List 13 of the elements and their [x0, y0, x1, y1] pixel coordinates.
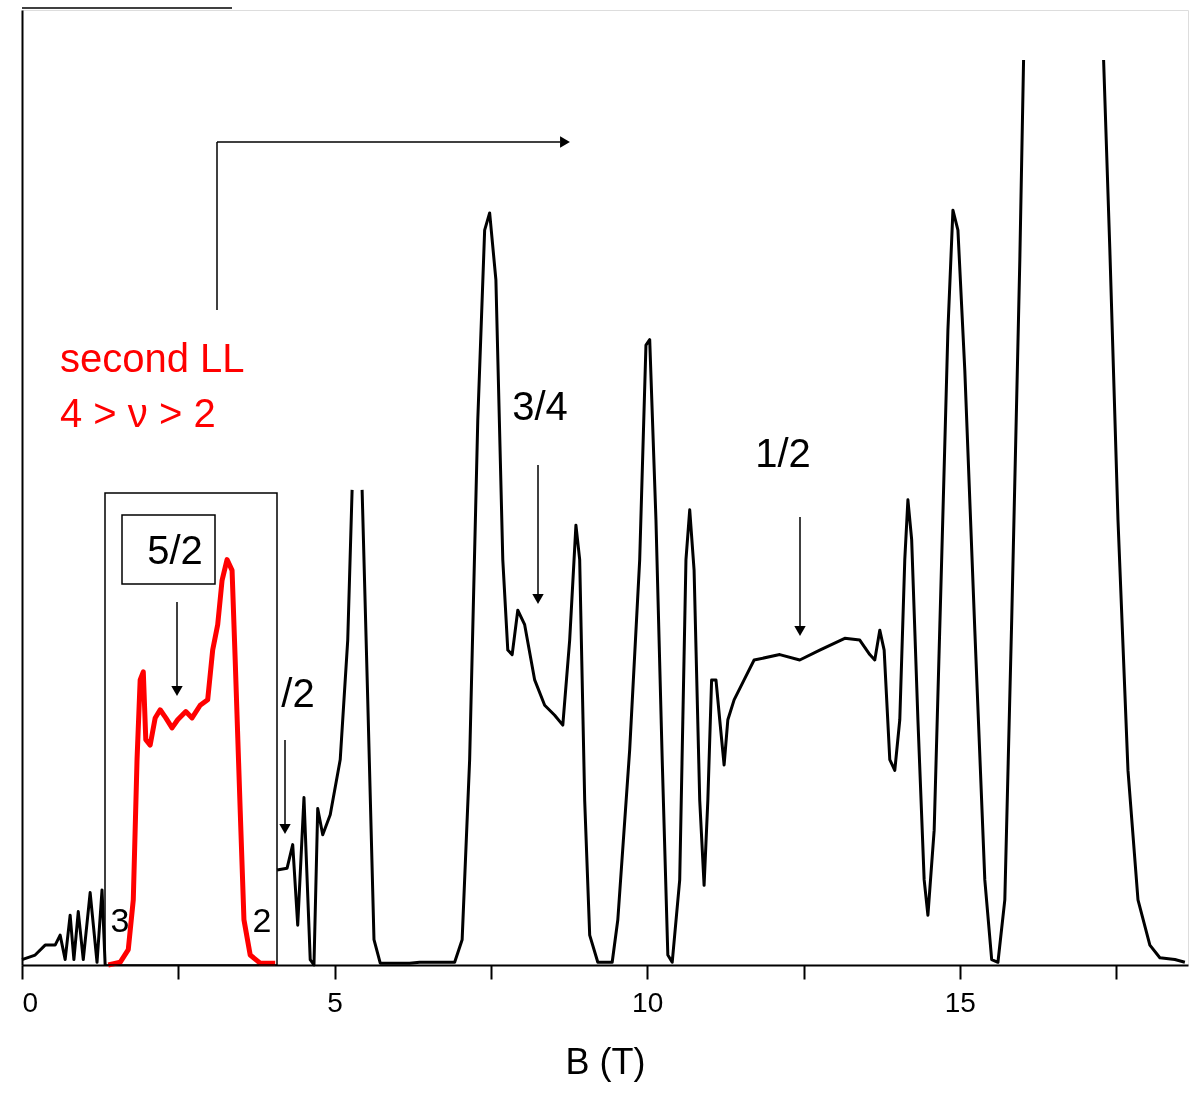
x-tick-label: 15: [944, 986, 976, 1018]
annotation: 3: [110, 901, 130, 939]
x-tick-label: 0: [22, 986, 39, 1018]
annotation: 2: [252, 901, 272, 939]
annotation: 5/2: [147, 528, 203, 572]
annotation: second LL: [60, 336, 245, 380]
annotation: 4 > ν > 2: [60, 391, 216, 435]
x-tick-label: 5: [327, 986, 343, 1018]
x-axis-title: B (T): [565, 1040, 646, 1082]
annotation: 3/4: [512, 384, 568, 428]
annotation: 1/2: [755, 431, 811, 475]
x-tick-label: 10: [632, 986, 664, 1018]
annotation: /2: [281, 671, 315, 715]
